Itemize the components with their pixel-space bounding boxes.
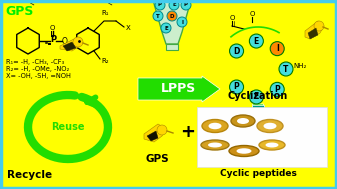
Ellipse shape [209,123,221,129]
Circle shape [181,0,191,10]
Text: R₁= -H, -CH₃, -CF₃: R₁= -H, -CH₃, -CF₃ [6,59,64,65]
Circle shape [279,62,293,76]
Text: E: E [254,92,259,101]
Text: I: I [276,44,279,53]
Polygon shape [305,21,324,39]
Ellipse shape [237,148,251,154]
Text: D: D [170,13,174,19]
Text: P: P [274,85,280,94]
Circle shape [155,0,165,10]
Circle shape [229,80,244,94]
Ellipse shape [266,143,278,147]
Text: NH₂: NH₂ [293,63,306,69]
Text: X: X [126,25,131,31]
Circle shape [157,125,167,135]
Text: Cyclization: Cyclization [228,91,288,101]
Text: E: E [164,26,168,30]
Text: O: O [249,11,255,17]
Polygon shape [60,39,82,51]
Text: GPS: GPS [5,5,33,18]
Ellipse shape [229,146,259,156]
Polygon shape [63,42,76,51]
Circle shape [314,21,324,31]
Circle shape [270,42,284,56]
Polygon shape [147,131,158,141]
Text: P: P [50,35,56,43]
Circle shape [270,82,284,96]
Polygon shape [144,124,166,142]
Text: I: I [181,19,183,25]
Circle shape [73,37,83,47]
Ellipse shape [237,118,249,124]
Text: R₂: R₂ [101,58,109,64]
Text: GPS: GPS [145,154,169,164]
Text: T: T [283,64,289,74]
Text: Reuse: Reuse [51,122,85,132]
Circle shape [249,34,264,48]
Polygon shape [308,28,318,39]
Circle shape [167,11,177,21]
Text: E: E [254,36,259,46]
Bar [166,44,178,50]
Circle shape [169,0,179,10]
FancyArrow shape [138,76,220,102]
Circle shape [229,44,244,58]
Text: +: + [181,123,195,141]
Circle shape [153,11,163,21]
Text: P: P [234,82,239,91]
Ellipse shape [201,140,229,150]
Text: O: O [49,25,55,31]
Circle shape [161,23,171,33]
Text: LPPS: LPPS [161,83,196,95]
Bar [197,107,327,167]
Ellipse shape [264,123,276,129]
Text: Cyclic peptides: Cyclic peptides [220,169,297,177]
FancyArrow shape [250,104,266,136]
Text: D: D [233,46,240,56]
Ellipse shape [257,119,283,132]
Text: P: P [184,2,188,8]
Ellipse shape [259,140,285,150]
Ellipse shape [208,143,222,147]
Text: Recycle: Recycle [7,170,53,180]
Bar [252,105,264,119]
Text: X= -OH, -SH, =NOH: X= -OH, -SH, =NOH [6,73,71,79]
Text: O: O [62,36,68,46]
Text: E: E [172,2,176,8]
Ellipse shape [202,119,228,132]
Circle shape [249,90,264,104]
Text: R₁: R₁ [101,10,109,16]
Text: O: O [229,15,235,21]
Ellipse shape [231,115,255,127]
Polygon shape [153,0,191,44]
Circle shape [177,17,187,27]
Text: T: T [156,13,160,19]
Text: R₂= -H, -OMe, -NO₂: R₂= -H, -OMe, -NO₂ [6,66,69,72]
Text: P: P [158,2,162,8]
